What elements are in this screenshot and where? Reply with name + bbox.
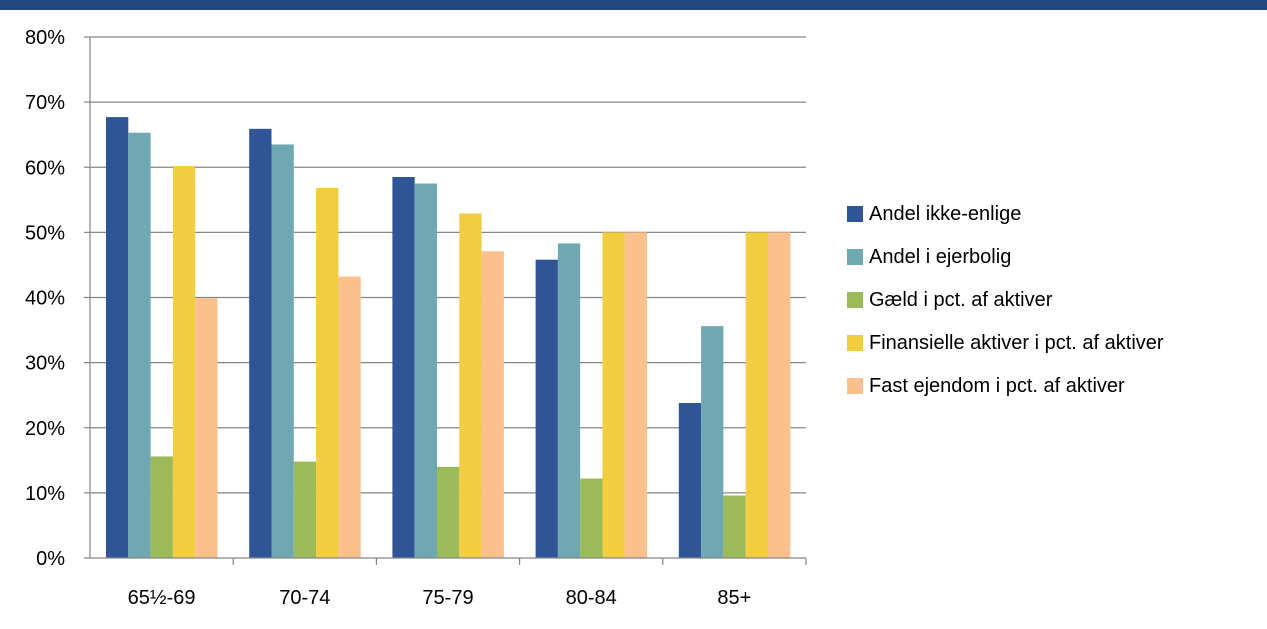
legend-item-fast-ejendom: Fast ejendom i pct. af aktiver xyxy=(847,373,1257,399)
top-band xyxy=(0,0,1267,10)
legend-swatch xyxy=(847,249,863,265)
y-tick-label: 50% xyxy=(25,222,65,244)
x-tick-label: 70-74 xyxy=(279,587,330,609)
bar xyxy=(459,213,482,558)
y-tick-label: 80% xyxy=(25,27,65,49)
legend-swatch xyxy=(847,378,863,394)
y-tick-label: 60% xyxy=(25,157,65,179)
bar xyxy=(678,403,702,558)
legend-label: Finansielle aktiver i pct. af aktiver xyxy=(869,331,1164,354)
bar xyxy=(128,132,151,558)
bar xyxy=(745,232,768,558)
bar xyxy=(150,456,173,558)
bar xyxy=(481,251,504,559)
legend-label: Gæld i pct. af aktiver xyxy=(869,288,1053,311)
x-tick-label: 75-79 xyxy=(422,587,473,609)
y-tick-labels: 0% 10% 20% 30% 40% 50% 60% 70% 80% xyxy=(25,27,65,570)
bar xyxy=(249,128,272,559)
bar xyxy=(316,188,339,558)
legend: Andel ikke-enlige Andel i ejerbolig Gæld… xyxy=(847,201,1257,416)
bar xyxy=(392,177,415,559)
bar xyxy=(768,232,791,558)
x-tick-label: 80-84 xyxy=(566,587,617,609)
bar xyxy=(580,478,603,558)
legend-item-finansielle-aktiver: Finansielle aktiver i pct. af aktiver xyxy=(847,330,1257,356)
bar xyxy=(271,144,294,559)
bar xyxy=(535,259,558,558)
bar xyxy=(414,183,437,558)
legend-swatch xyxy=(847,206,863,222)
bar xyxy=(195,298,218,558)
legend-label: Fast ejendom i pct. af aktiver xyxy=(869,374,1125,397)
legend-swatch xyxy=(847,335,863,351)
bar xyxy=(602,232,625,558)
legend-item-andel-ikke-enlige: Andel ikke-enlige xyxy=(847,201,1257,227)
legend-item-andel-i-ejerbolig: Andel i ejerbolig xyxy=(847,244,1257,270)
bar xyxy=(338,276,361,558)
x-tick-labels: 65½-69 70-74 75-79 80-84 85+ xyxy=(128,587,752,609)
x-tick-label: 65½-69 xyxy=(128,587,196,609)
legend-swatch xyxy=(847,292,863,308)
x-tick-label: 85+ xyxy=(717,587,751,609)
y-tick-label: 20% xyxy=(25,418,65,440)
bars xyxy=(106,117,791,559)
bar xyxy=(624,232,648,558)
y-tick-label: 40% xyxy=(25,288,65,310)
bar xyxy=(701,326,724,558)
legend-label: Andel ikke-enlige xyxy=(869,202,1022,225)
y-tick-label: 30% xyxy=(25,353,65,375)
bar xyxy=(557,243,581,559)
bar xyxy=(172,165,196,558)
bar xyxy=(437,466,460,558)
axes xyxy=(84,36,807,565)
bar xyxy=(723,495,746,558)
legend-item-gaeld: Gæld i pct. af aktiver xyxy=(847,287,1257,313)
y-tick-label: 0% xyxy=(36,548,65,570)
y-tick-label: 70% xyxy=(25,92,65,114)
bar xyxy=(106,117,129,558)
legend-label: Andel i ejerbolig xyxy=(869,245,1012,268)
y-tick-label: 10% xyxy=(25,483,65,505)
bar xyxy=(293,461,317,558)
